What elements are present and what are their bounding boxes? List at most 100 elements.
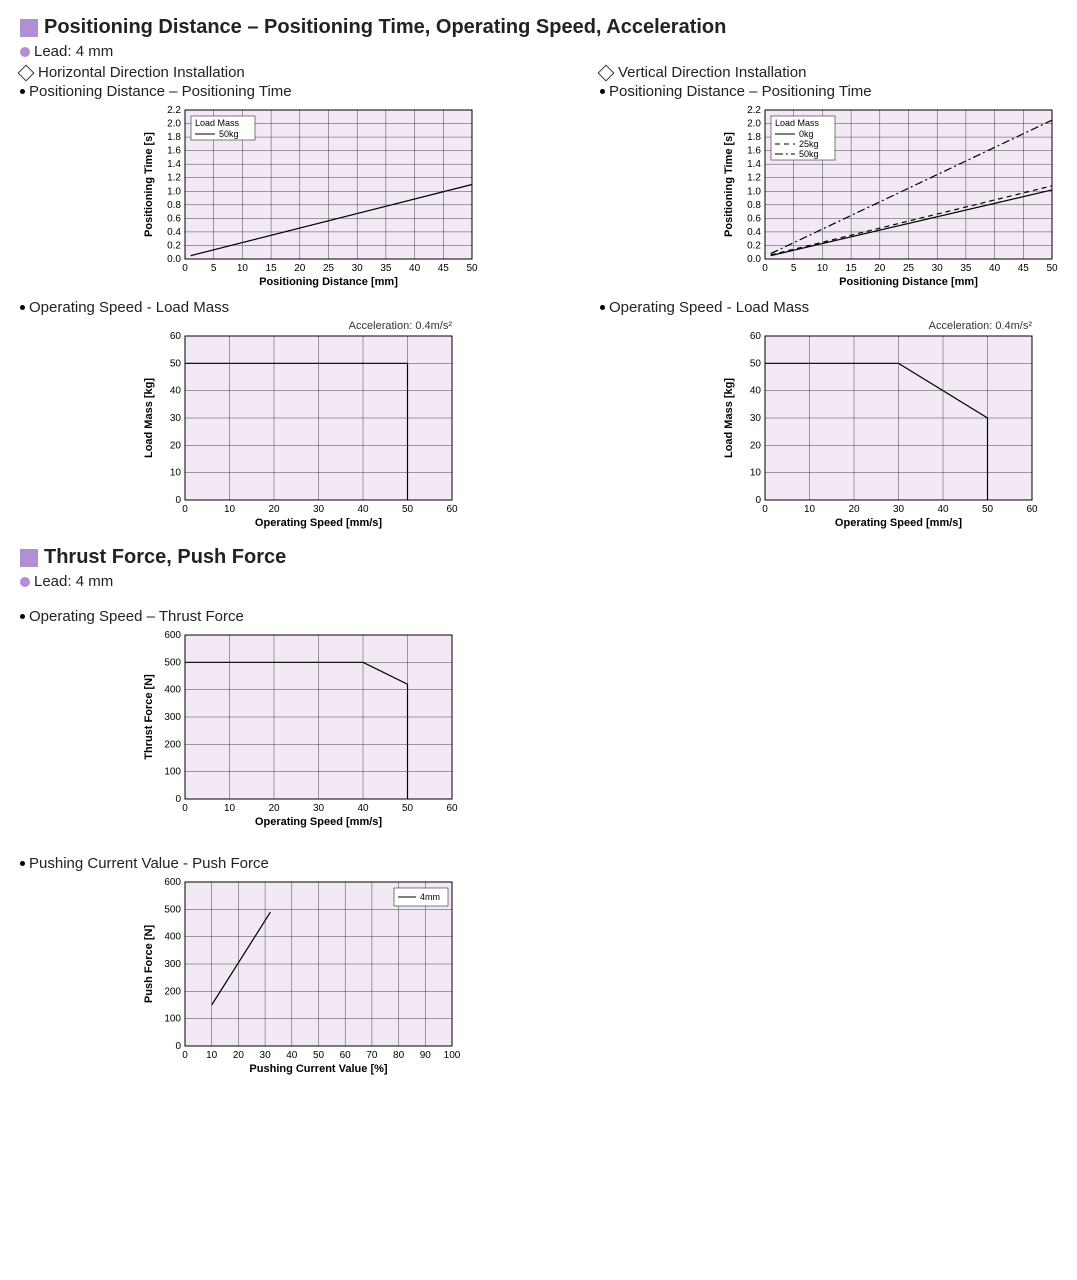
svg-text:2.2: 2.2 xyxy=(167,105,181,116)
svg-text:30: 30 xyxy=(313,504,325,515)
svg-text:45: 45 xyxy=(1018,263,1030,274)
svg-text:0.8: 0.8 xyxy=(167,200,181,211)
svg-text:30: 30 xyxy=(750,413,762,424)
svg-text:10: 10 xyxy=(224,803,236,814)
svg-text:10: 10 xyxy=(804,504,816,515)
chart-c-svg: 01020304050600102030405060Operating Spee… xyxy=(140,330,460,530)
svg-text:50: 50 xyxy=(1046,263,1058,274)
svg-text:40: 40 xyxy=(750,386,762,397)
svg-text:0.8: 0.8 xyxy=(747,200,761,211)
svg-text:200: 200 xyxy=(164,739,181,750)
svg-text:0.6: 0.6 xyxy=(167,213,181,224)
svg-text:20: 20 xyxy=(848,504,860,515)
svg-text:1.8: 1.8 xyxy=(167,132,181,143)
chart-e-svg: 01020304050600100200300400500600Operatin… xyxy=(140,629,460,829)
bullet-icon xyxy=(20,861,25,866)
chart-a-svg: 051015202530354045500.00.20.40.60.81.01.… xyxy=(140,104,480,289)
svg-text:60: 60 xyxy=(340,1050,352,1061)
chart-c: Acceleration: 0.4m/s² 010203040506001020… xyxy=(140,320,490,530)
lead-2-text: Lead: 4 mm xyxy=(34,573,113,590)
svg-text:40: 40 xyxy=(937,504,949,515)
chart-f-label: Pushing Current Value - Push Force xyxy=(20,855,1057,872)
svg-text:1.2: 1.2 xyxy=(747,173,761,184)
svg-text:Thrust Force [N]: Thrust Force [N] xyxy=(143,674,155,760)
svg-text:80: 80 xyxy=(393,1050,405,1061)
chart-e: 01020304050600100200300400500600Operatin… xyxy=(140,629,1057,829)
svg-text:Positioning Distance [mm]: Positioning Distance [mm] xyxy=(259,276,398,288)
chart-d-label: Operating Speed - Load Mass xyxy=(600,299,1070,316)
svg-text:0: 0 xyxy=(762,263,768,274)
svg-text:20: 20 xyxy=(233,1050,245,1061)
svg-text:50kg: 50kg xyxy=(219,129,239,139)
svg-text:Push Force [N]: Push Force [N] xyxy=(143,925,155,1004)
svg-text:50: 50 xyxy=(982,504,994,515)
chart-e-label: Operating Speed – Thrust Force xyxy=(20,608,1057,625)
svg-text:200: 200 xyxy=(164,986,181,997)
svg-text:20: 20 xyxy=(294,263,306,274)
svg-text:40: 40 xyxy=(357,504,369,515)
svg-text:35: 35 xyxy=(960,263,972,274)
svg-text:2.0: 2.0 xyxy=(747,119,761,130)
svg-text:1.4: 1.4 xyxy=(747,159,761,170)
svg-text:90: 90 xyxy=(420,1050,432,1061)
svg-text:0: 0 xyxy=(182,803,188,814)
svg-text:0kg: 0kg xyxy=(799,129,814,139)
svg-text:50: 50 xyxy=(170,358,182,369)
svg-text:40: 40 xyxy=(170,386,182,397)
svg-text:40: 40 xyxy=(409,263,421,274)
svg-text:600: 600 xyxy=(164,877,181,888)
svg-text:30: 30 xyxy=(932,263,944,274)
svg-text:Operating Speed [mm/s]: Operating Speed [mm/s] xyxy=(255,517,382,529)
svg-text:Pushing Current Value [%]: Pushing Current Value [%] xyxy=(249,1063,387,1075)
svg-text:15: 15 xyxy=(266,263,278,274)
svg-text:25: 25 xyxy=(903,263,915,274)
chart-f: 0102030405060708090100010020030040050060… xyxy=(140,876,1057,1076)
lead-line-1: Lead: 4 mm xyxy=(20,43,1057,60)
svg-text:0.4: 0.4 xyxy=(747,227,761,238)
svg-text:0: 0 xyxy=(182,504,188,515)
svg-text:50: 50 xyxy=(466,263,478,274)
svg-text:30: 30 xyxy=(893,504,905,515)
svg-text:1.4: 1.4 xyxy=(167,159,181,170)
svg-text:0: 0 xyxy=(755,495,761,506)
svg-text:Load Mass: Load Mass xyxy=(775,118,820,128)
square-icon xyxy=(20,549,38,567)
bullet-icon xyxy=(20,89,25,94)
lead-line-2: Lead: 4 mm xyxy=(20,573,1057,590)
svg-text:40: 40 xyxy=(989,263,1001,274)
svg-text:25: 25 xyxy=(323,263,335,274)
svg-text:300: 300 xyxy=(164,712,181,723)
svg-text:0.2: 0.2 xyxy=(747,240,761,251)
svg-text:25kg: 25kg xyxy=(799,139,819,149)
svg-text:600: 600 xyxy=(164,630,181,641)
svg-text:1.0: 1.0 xyxy=(747,186,761,197)
bullet-icon xyxy=(600,305,605,310)
svg-text:Positioning Time [s]: Positioning Time [s] xyxy=(143,132,155,237)
lead-1-text: Lead: 4 mm xyxy=(34,43,113,60)
svg-text:45: 45 xyxy=(438,263,450,274)
chart-c-label: Operating Speed - Load Mass xyxy=(20,299,490,316)
vertical-label: Vertical Direction Installation xyxy=(600,64,1070,81)
svg-text:70: 70 xyxy=(366,1050,378,1061)
svg-text:0.6: 0.6 xyxy=(747,213,761,224)
col-horizontal: Horizontal Direction Installation Positi… xyxy=(20,62,490,540)
svg-text:60: 60 xyxy=(750,331,762,342)
svg-text:30: 30 xyxy=(352,263,364,274)
svg-text:1.2: 1.2 xyxy=(167,173,181,184)
section-1-title-text: Positioning Distance – Positioning Time,… xyxy=(44,16,726,39)
svg-text:30: 30 xyxy=(170,413,182,424)
dot-icon xyxy=(20,47,30,57)
svg-text:30: 30 xyxy=(313,803,325,814)
bullet-icon xyxy=(20,614,25,619)
svg-text:Load Mass [kg]: Load Mass [kg] xyxy=(723,378,735,458)
svg-text:1.0: 1.0 xyxy=(167,186,181,197)
svg-text:20: 20 xyxy=(170,440,182,451)
svg-text:30: 30 xyxy=(260,1050,272,1061)
svg-text:20: 20 xyxy=(750,440,762,451)
svg-text:60: 60 xyxy=(1026,504,1038,515)
col-vertical: Vertical Direction Installation Position… xyxy=(600,62,1070,540)
svg-text:50: 50 xyxy=(402,504,414,515)
svg-text:0: 0 xyxy=(175,794,181,805)
svg-text:100: 100 xyxy=(444,1050,460,1061)
svg-text:Positioning Time [s]: Positioning Time [s] xyxy=(723,132,735,237)
